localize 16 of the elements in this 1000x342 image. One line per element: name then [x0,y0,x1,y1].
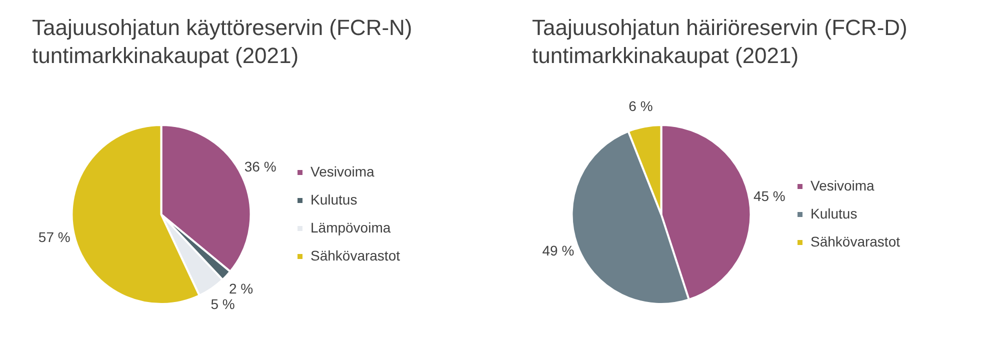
legend-label: Kulutus [810,205,858,222]
data-label: 6 % [628,98,653,114]
legend-label: Lämpövoima [310,219,391,236]
data-label: 45 % [753,188,786,204]
chart-title: Taajuusohjatun käyttöreservin (FCR-N) tuntimarkkinakaupat (2021) [32,14,414,70]
data-label: 2 % [229,280,254,296]
data-label: 36 % [244,158,276,175]
data-label: 57 % [38,229,70,246]
legend-label: Vesivoima [810,177,875,194]
legend-label: Kulutus [310,191,358,208]
legend-label: Sähkövarastot [310,247,400,264]
data-label: 49 % [542,242,574,258]
data-label: 5 % [210,296,235,312]
legend-label: Vesivoima [310,163,375,180]
chart-title: Taajuusohjatun häiriöreservin (FCR-D) tuntimarkkinakaupat (2021) [532,14,908,70]
legend-label: Sähkövarastot [810,233,900,250]
